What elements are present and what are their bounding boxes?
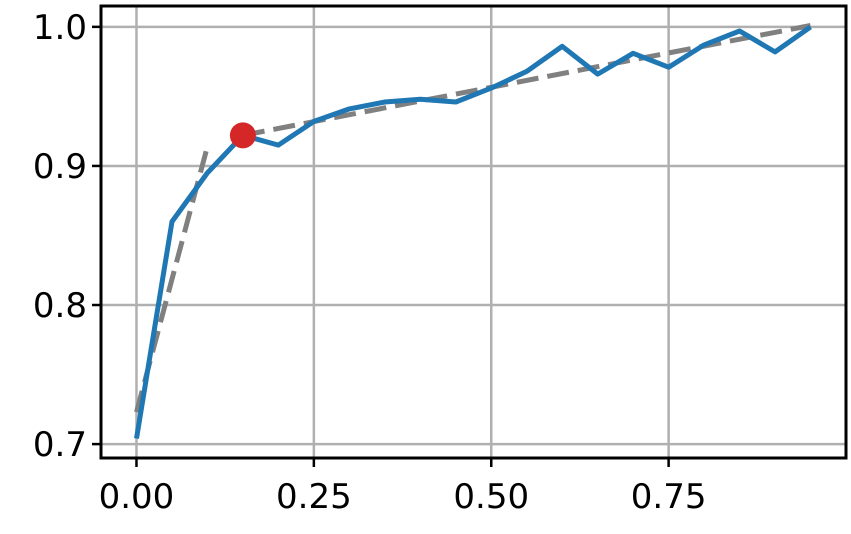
- x-tick-label: 0.25: [276, 477, 352, 517]
- fit-line-series: [242, 23, 811, 138]
- y-tick-label: 0.8: [33, 286, 87, 326]
- y-tick-label: 1.0: [33, 8, 87, 48]
- x-tick-label: 0.75: [631, 477, 707, 517]
- series-layer: [134, 23, 812, 439]
- tick-layer: 0.00 0.25 0.50 0.75 0.7 0.8 0.9 1.0: [33, 8, 707, 517]
- y-tick-label: 0.9: [33, 147, 87, 187]
- marker-layer: [229, 122, 256, 149]
- grid: [101, 6, 846, 458]
- x-tick-label: 0.50: [453, 477, 529, 517]
- highlight-point-marker: [229, 122, 256, 149]
- plot-frame: [99, 4, 848, 460]
- x-tick-label: 0.00: [99, 477, 175, 517]
- y-tick-label: 0.7: [33, 425, 87, 465]
